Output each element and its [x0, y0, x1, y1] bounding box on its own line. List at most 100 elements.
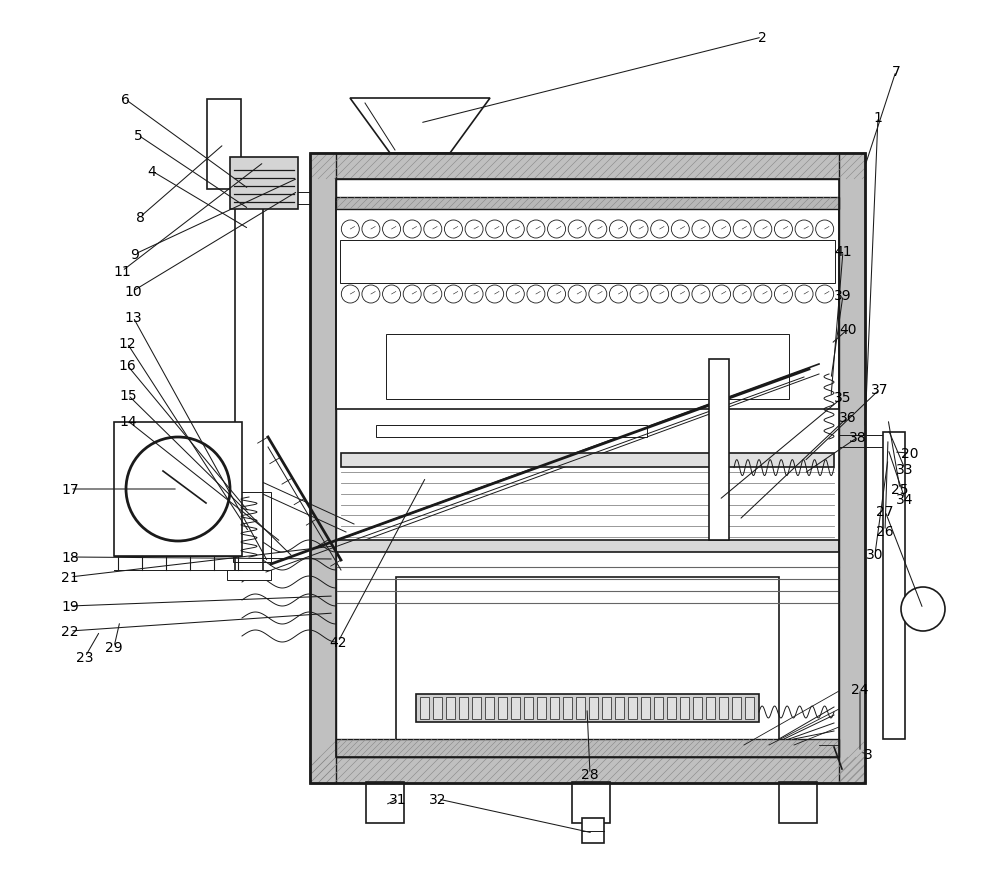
- Circle shape: [444, 285, 462, 304]
- Bar: [779, 782, 817, 823]
- Text: 35: 35: [834, 391, 852, 405]
- Text: 18: 18: [61, 551, 79, 565]
- Bar: [227, 571, 271, 580]
- Circle shape: [713, 220, 731, 239]
- Text: 26: 26: [876, 524, 894, 538]
- Text: 8: 8: [136, 211, 144, 225]
- Bar: [732, 697, 741, 719]
- Bar: [336, 739, 839, 757]
- Text: 24: 24: [851, 682, 869, 696]
- Text: 6: 6: [121, 93, 129, 107]
- Text: 7: 7: [892, 65, 900, 79]
- Circle shape: [692, 220, 710, 239]
- Text: 30: 30: [866, 547, 884, 561]
- Circle shape: [774, 220, 792, 239]
- Bar: [310, 154, 336, 783]
- Circle shape: [548, 220, 566, 239]
- Circle shape: [901, 587, 945, 631]
- Bar: [310, 154, 865, 783]
- Text: 36: 36: [839, 411, 857, 425]
- Bar: [563, 697, 572, 719]
- Bar: [667, 697, 676, 719]
- Text: 21: 21: [61, 571, 79, 585]
- Circle shape: [795, 285, 813, 304]
- Bar: [420, 697, 429, 719]
- Circle shape: [126, 437, 230, 542]
- Text: 27: 27: [876, 505, 894, 518]
- Circle shape: [403, 285, 421, 304]
- Circle shape: [506, 285, 524, 304]
- Circle shape: [651, 285, 669, 304]
- Text: 29: 29: [105, 640, 123, 654]
- Circle shape: [362, 285, 380, 304]
- Text: 17: 17: [61, 482, 79, 496]
- Bar: [706, 697, 715, 719]
- Text: 31: 31: [389, 792, 407, 806]
- Circle shape: [774, 285, 792, 304]
- Circle shape: [527, 220, 545, 239]
- Circle shape: [609, 220, 627, 239]
- Text: 38: 38: [849, 430, 867, 444]
- Bar: [498, 697, 507, 719]
- Circle shape: [424, 285, 442, 304]
- Circle shape: [609, 285, 627, 304]
- Bar: [459, 697, 468, 719]
- Circle shape: [424, 220, 442, 239]
- Bar: [654, 697, 663, 719]
- Text: 5: 5: [134, 129, 142, 143]
- Bar: [511, 697, 520, 719]
- Bar: [615, 697, 624, 719]
- Circle shape: [589, 220, 607, 239]
- Text: 14: 14: [119, 414, 137, 428]
- Polygon shape: [350, 99, 490, 154]
- Bar: [719, 697, 728, 719]
- Bar: [235, 200, 263, 572]
- Text: 15: 15: [119, 389, 137, 402]
- Bar: [376, 426, 647, 437]
- Bar: [340, 241, 835, 284]
- Bar: [336, 198, 839, 210]
- Bar: [230, 158, 298, 210]
- Text: 19: 19: [61, 600, 79, 614]
- Text: 40: 40: [839, 322, 857, 336]
- Circle shape: [527, 285, 545, 304]
- Circle shape: [506, 220, 524, 239]
- Text: 4: 4: [148, 165, 156, 179]
- Text: 1: 1: [874, 111, 882, 125]
- Circle shape: [465, 285, 483, 304]
- Circle shape: [383, 220, 401, 239]
- Circle shape: [362, 220, 380, 239]
- Circle shape: [465, 220, 483, 239]
- Bar: [693, 697, 702, 719]
- Bar: [366, 782, 404, 823]
- Circle shape: [733, 220, 751, 239]
- Bar: [336, 540, 839, 552]
- Circle shape: [671, 285, 689, 304]
- Text: 32: 32: [429, 792, 447, 806]
- Text: 39: 39: [834, 289, 852, 303]
- Circle shape: [651, 220, 669, 239]
- Circle shape: [754, 220, 772, 239]
- Bar: [524, 697, 533, 719]
- Bar: [550, 697, 559, 719]
- Bar: [336, 180, 839, 757]
- Circle shape: [816, 220, 834, 239]
- Circle shape: [568, 220, 586, 239]
- Text: 12: 12: [118, 336, 136, 350]
- Text: 20: 20: [901, 447, 919, 460]
- Bar: [386, 335, 789, 399]
- Text: 23: 23: [76, 651, 94, 665]
- Text: 22: 22: [61, 624, 79, 638]
- Circle shape: [548, 285, 566, 304]
- Bar: [396, 578, 779, 742]
- Bar: [114, 422, 242, 557]
- Circle shape: [713, 285, 731, 304]
- Text: 9: 9: [131, 248, 139, 262]
- Text: 41: 41: [834, 245, 852, 259]
- Bar: [433, 697, 442, 719]
- Bar: [602, 697, 611, 719]
- Text: 42: 42: [329, 636, 347, 649]
- Bar: [446, 697, 455, 719]
- Text: 16: 16: [118, 358, 136, 372]
- Bar: [263, 193, 310, 205]
